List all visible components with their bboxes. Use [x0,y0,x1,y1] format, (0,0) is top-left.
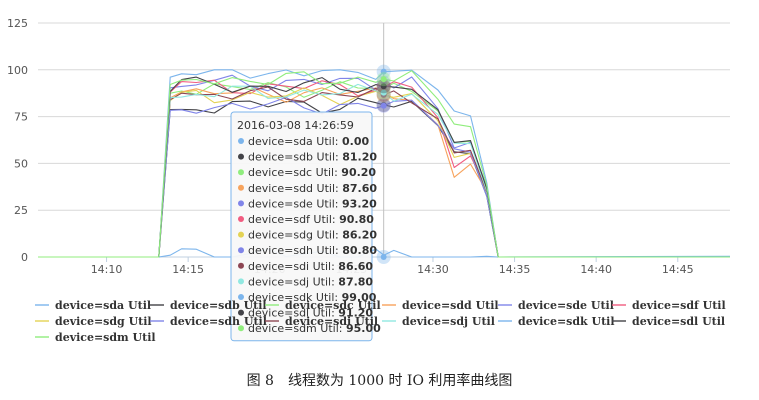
tooltip-bullet [238,216,244,222]
crosshair [376,23,391,264]
x-tick-label: 14:45 [662,263,694,276]
series-line [38,79,730,258]
tooltip-row: device=sdg Util: 86.20 [248,229,377,242]
tooltip-bullet [238,169,244,176]
legend-item[interactable]: device=sde Util [518,299,614,312]
legend-item[interactable]: device=sdj Util [402,315,495,328]
tooltip-bullet [238,231,244,238]
tooltip-row: device=sdj Util: 87.80 [248,275,373,288]
hover-point [380,68,387,75]
legend-item[interactable]: device=sdf Util [632,299,726,312]
y-tick-label: 25 [14,204,28,217]
x-tick-label: 14:15 [172,263,204,276]
y-tick-label: 100 [7,64,28,77]
hover-point [380,254,387,260]
series-line [38,83,730,258]
series-line [38,96,730,258]
tooltip-title: 2016-03-08 14:26:59 [237,119,354,132]
series-line [38,69,730,258]
series-line [38,70,730,258]
legend-item[interactable]: device=sdk Util [518,315,615,328]
series-lines [38,69,731,258]
legend-item[interactable]: device=sdi Util [285,315,378,328]
series-line [38,74,730,258]
y-tick-label: 125 [7,17,28,30]
tooltip-bullet [238,262,244,269]
tooltip-bullet [238,247,244,254]
y-tick-label: 75 [14,111,28,124]
y-tick-label: 50 [14,157,28,170]
tooltip-row: device=sdl Util: 91.20 [248,307,373,320]
legend-item[interactable]: device=sdl Util [632,315,725,328]
tooltip-bullet [238,294,244,300]
tooltip-bullet [238,184,244,191]
legend-item[interactable]: device=sdd Util [402,299,499,312]
y-axis-ticks: 0 25 50 75 100 125 [7,17,28,264]
hover-point [380,89,387,96]
tooltip-bullet [238,309,244,316]
tooltip-row: device=sdi Util: 86.60 [248,260,373,273]
legend-item[interactable]: device=sdg Util [55,315,152,328]
legend-item[interactable]: device=sdm Util [55,331,156,344]
tooltip-row: device=sdm Util: 95.00 [248,322,381,335]
tooltip-row: device=sdf Util: 90.80 [248,213,374,226]
tooltip-row: device=sde Util: 93.20 [248,197,377,210]
hover-point [380,76,387,83]
series-line [38,85,730,258]
tooltip-box [230,111,373,342]
tooltip-row: device=sdh Util: 80.80 [248,244,377,257]
legend: device=sda Util device=sdb Util device=sdc… [35,299,726,344]
y-tick-label: 0 [21,251,28,264]
x-tick-label: 14:40 [580,263,612,276]
tooltip-bullet [238,153,244,160]
x-tick-label: 14:10 [91,263,123,276]
series-line [38,87,730,258]
hover-point [380,83,387,90]
hover-point [380,102,387,109]
tooltip-row: device=sdc Util: 90.20 [248,166,376,179]
x-tick-label: 14:30 [417,263,449,276]
tooltip-bullet [238,325,244,332]
tooltip-row: device=sda Util: 0.00 [248,135,369,148]
tooltip-bullet [238,278,244,285]
tooltip-row: device=sdb Util: 81.20 [248,151,377,164]
tooltip-bullet [238,200,244,207]
legend-item[interactable]: device=sdc Util [285,299,381,312]
legend-item[interactable]: device=sda Util [55,299,151,312]
tooltip-row: device=sdk Util: 99.00 [248,291,377,304]
figure-caption: 图 8 线程数为 1000 时 IO 利用率曲线图 [246,373,513,389]
x-tick-label: 14:35 [499,263,531,276]
tooltip-row: device=sdd Util: 87.60 [248,182,377,195]
legend-item[interactable]: device=sdb Util [170,299,267,312]
tooltip: 2016-03-08 14:26:59 device=sda Util: 0.00… [230,111,381,342]
tooltip-bullet [238,138,244,144]
legend-item[interactable]: device=sdh Util [170,315,267,328]
